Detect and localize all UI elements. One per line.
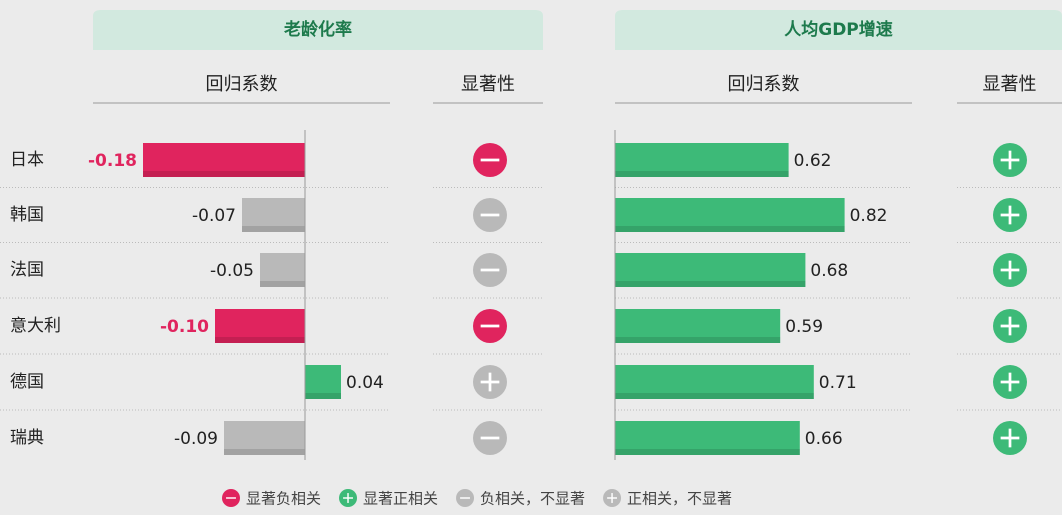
category-label: 德国 — [10, 372, 44, 392]
significance-icon — [456, 489, 475, 507]
value-label: -0.09 — [174, 429, 218, 449]
bar — [615, 198, 845, 232]
bar — [615, 365, 814, 399]
bar-shade — [615, 226, 845, 232]
category-label: 瑞典 — [10, 428, 44, 448]
bar — [615, 421, 800, 455]
bar-shade — [215, 337, 305, 343]
significance-icon — [993, 143, 1027, 177]
bar-shade — [615, 449, 800, 455]
significance-icon — [339, 489, 358, 507]
category-label: 法国 — [10, 260, 44, 280]
significance-icon — [993, 421, 1027, 455]
significance-icon — [473, 253, 507, 287]
significance-icon — [603, 489, 622, 507]
significance-icon — [993, 309, 1027, 343]
bar — [615, 253, 806, 287]
panel-title: 人均GDP增速 — [784, 19, 893, 40]
bar — [615, 309, 781, 343]
bar-group — [305, 365, 341, 399]
value-label: -0.07 — [192, 206, 236, 226]
value-label: 0.04 — [346, 373, 384, 393]
bar-group — [615, 143, 789, 177]
bar-shade — [615, 281, 806, 287]
value-label: 0.82 — [850, 206, 888, 226]
significance-icon — [473, 365, 507, 399]
column-header: 显著性 — [983, 74, 1037, 95]
bar-shade — [615, 393, 814, 399]
bar-group — [260, 253, 305, 287]
bar-group — [143, 143, 305, 177]
bar-shade — [260, 281, 305, 287]
bar-shade — [305, 393, 341, 399]
bar-shade — [615, 171, 789, 177]
bar-group — [615, 253, 806, 287]
bar-shade — [615, 337, 781, 343]
bar-group — [615, 365, 814, 399]
column-header: 显著性 — [461, 74, 515, 95]
significance-icon — [222, 489, 240, 507]
bar-group — [215, 309, 305, 343]
column-header: 回归系数 — [206, 74, 278, 95]
value-label: -0.05 — [210, 261, 254, 281]
bar — [143, 143, 305, 177]
legend-label: 显著负相关 — [246, 490, 321, 508]
significance-icon — [473, 198, 507, 232]
significance-icon — [993, 198, 1027, 232]
bar — [615, 143, 789, 177]
bar-shade — [242, 226, 305, 232]
significance-icon — [993, 365, 1027, 399]
significance-icon — [473, 309, 507, 343]
panel-title: 老龄化率 — [283, 19, 352, 40]
bar-shade — [224, 449, 305, 455]
significance-icon — [473, 421, 507, 455]
value-label: 0.66 — [805, 429, 843, 449]
significance-icon — [473, 143, 507, 177]
bar-group — [242, 198, 305, 232]
value-label: -0.18 — [88, 151, 137, 171]
legend-label: 显著正相关 — [363, 490, 438, 508]
panel-tab — [93, 10, 543, 50]
bar — [260, 253, 305, 287]
value-label: 0.62 — [794, 151, 832, 171]
category-label: 日本 — [10, 150, 44, 170]
panel-tab — [615, 10, 1062, 50]
bar-group — [615, 198, 845, 232]
bar-shade — [143, 171, 305, 177]
column-header: 回归系数 — [728, 74, 800, 95]
category-label: 意大利 — [10, 316, 61, 336]
bar — [215, 309, 305, 343]
value-label: 0.68 — [810, 261, 848, 281]
bar — [242, 198, 305, 232]
category-label: 韩国 — [10, 205, 44, 225]
legend-label: 正相关，不显著 — [627, 490, 732, 508]
bar — [305, 365, 341, 399]
significance-icon — [993, 253, 1027, 287]
value-label: 0.71 — [819, 373, 857, 393]
bar — [224, 421, 305, 455]
legend-label: 负相关，不显著 — [480, 490, 585, 508]
bar-group — [615, 309, 781, 343]
bar-group — [615, 421, 800, 455]
bar-group — [224, 421, 305, 455]
value-label: -0.10 — [160, 317, 209, 337]
value-label: 0.59 — [785, 317, 823, 337]
